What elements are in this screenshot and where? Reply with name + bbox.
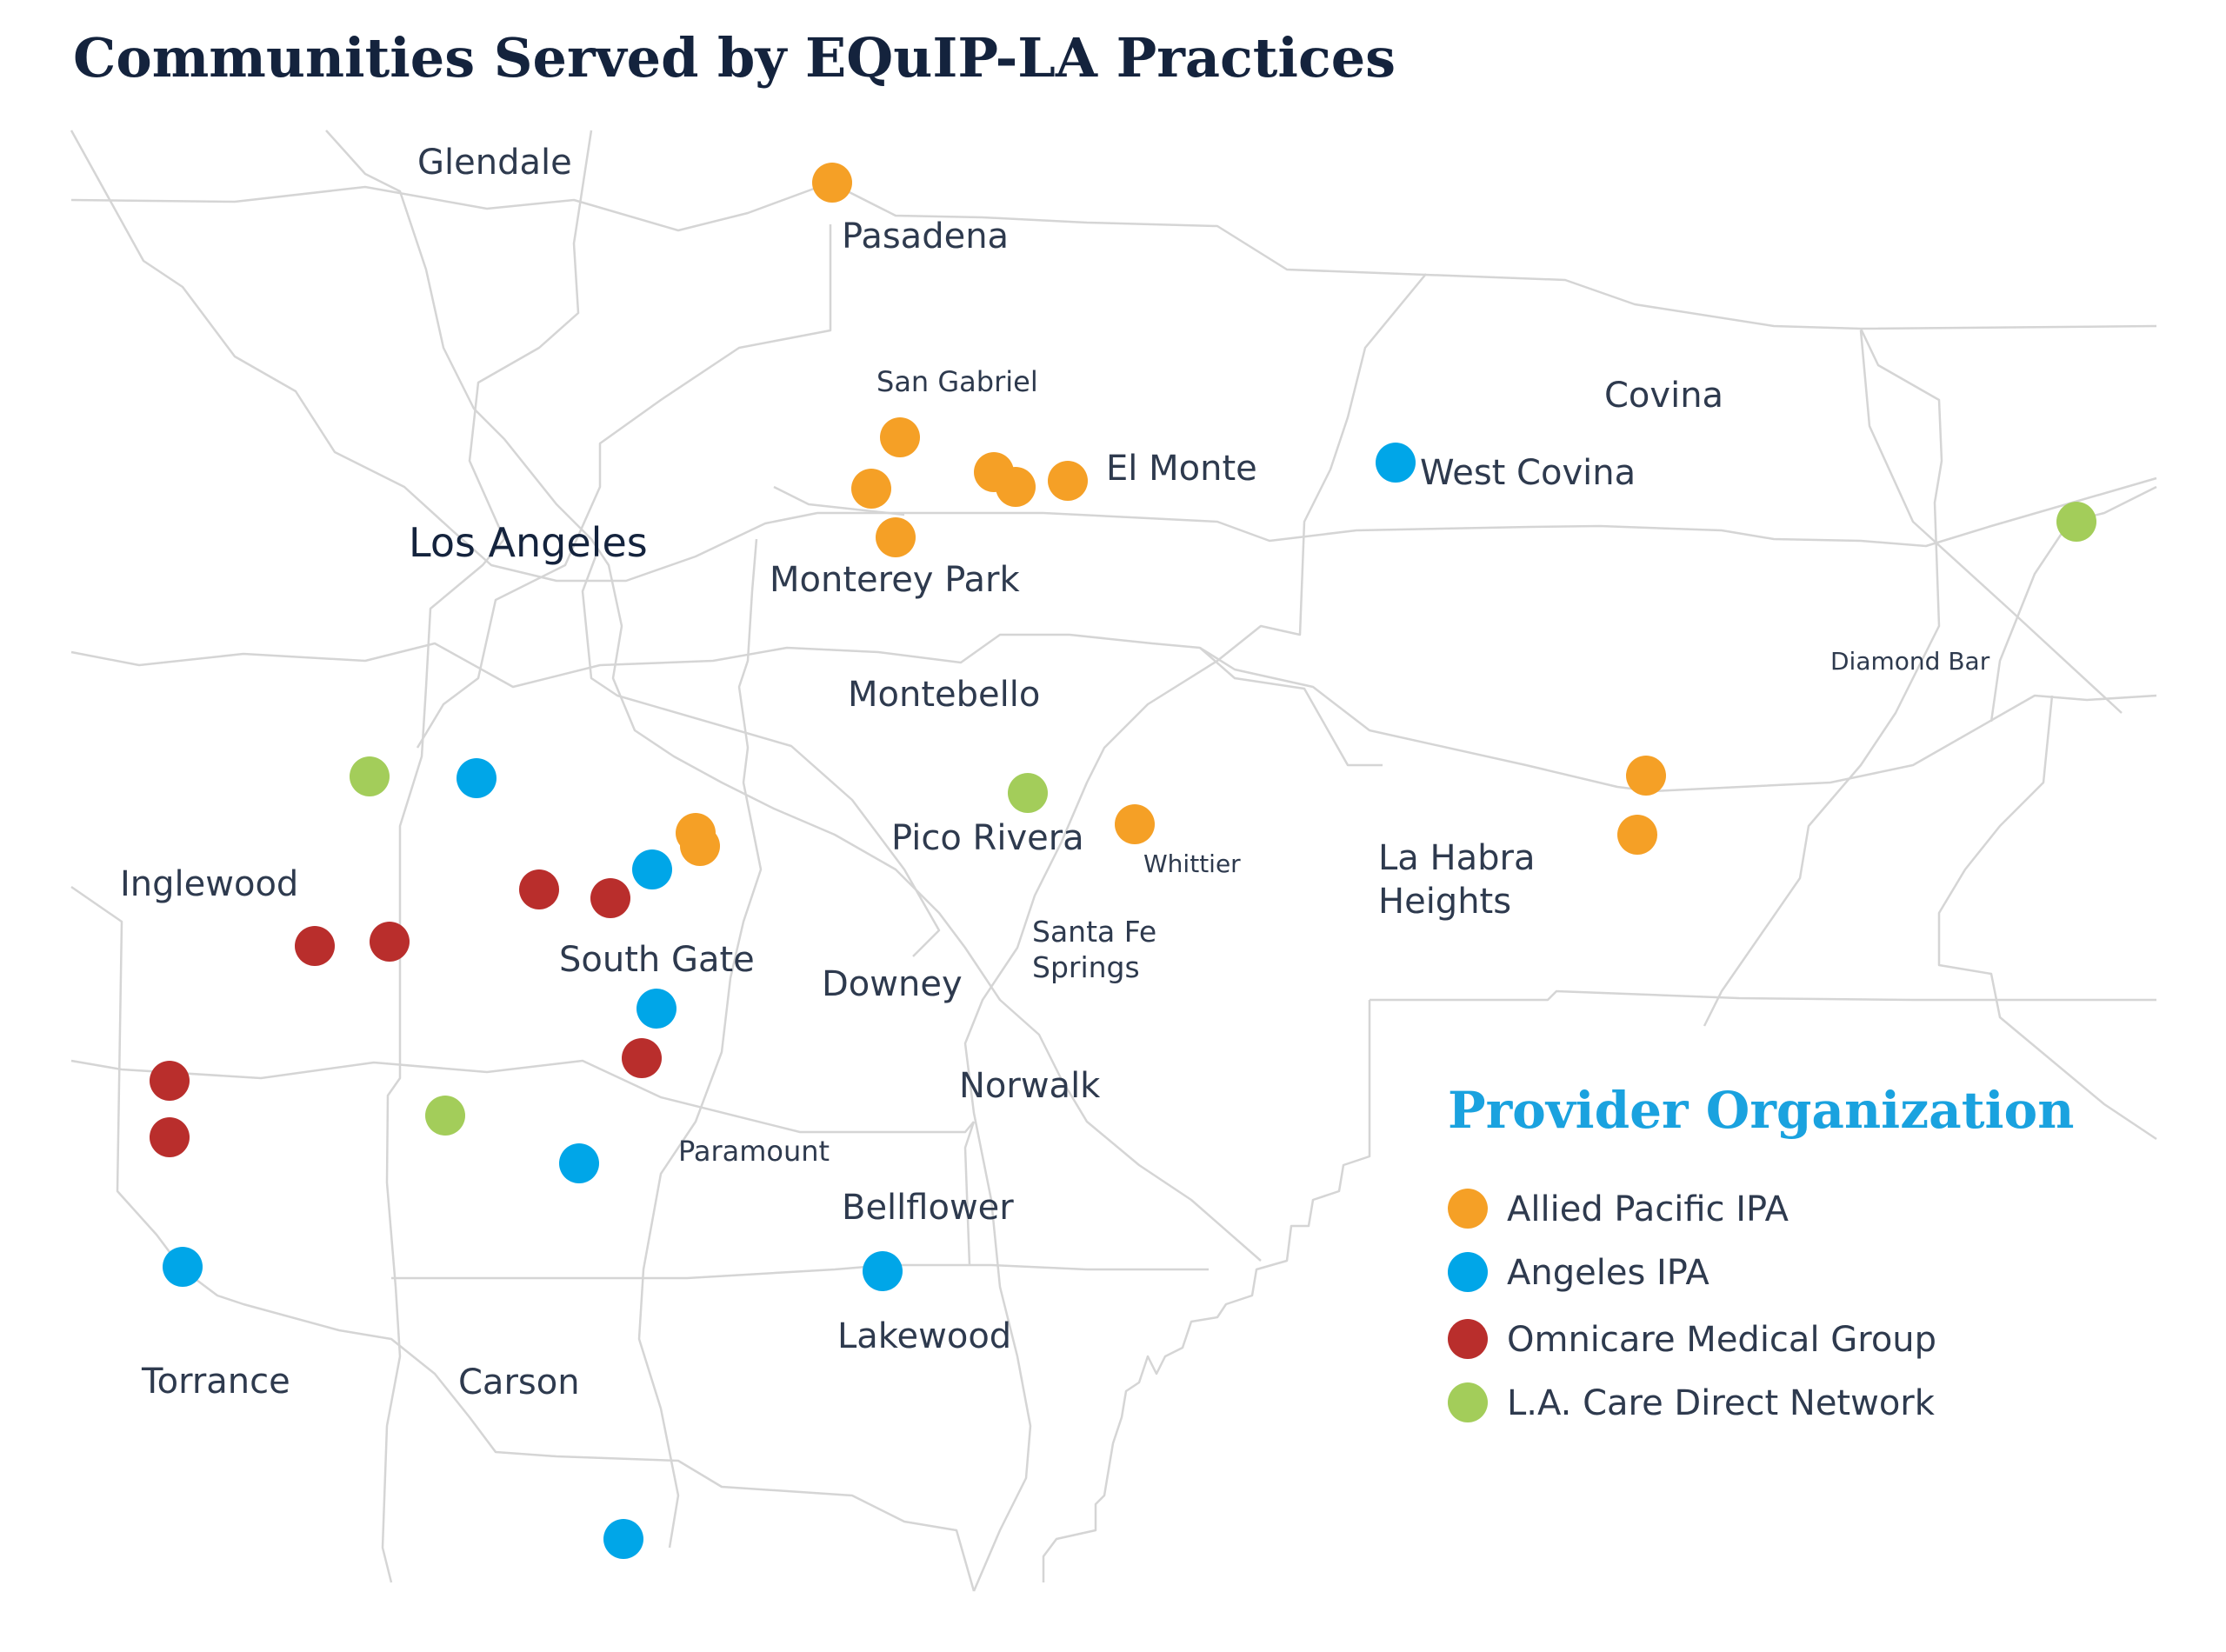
- practice-marker[interactable]: [150, 1117, 190, 1157]
- city-label-covina: Covina: [1604, 376, 1723, 416]
- legend-label: Allied Pacific IPA: [1507, 1189, 1789, 1229]
- practice-marker[interactable]: [636, 989, 676, 1029]
- city-label-bellflower: Bellflower: [842, 1188, 1014, 1228]
- practice-marker[interactable]: [1008, 773, 1048, 813]
- city-label-san-gabriel: San Gabriel: [876, 365, 1038, 398]
- city-label-pico-rivera: Pico Rivera: [891, 818, 1084, 858]
- city-labels: Glendale Pasadena San Gabriel El Monte C…: [120, 143, 1990, 1402]
- city-label-heights: Heights: [1378, 882, 1511, 922]
- legend: Provider Organization Allied Pacific IPA…: [1448, 1081, 2074, 1423]
- legend-swatch: [1448, 1189, 1488, 1229]
- practice-marker[interactable]: [457, 758, 497, 798]
- city-label-west-covina: West Covina: [1420, 453, 1636, 493]
- practice-marker[interactable]: [863, 1251, 903, 1291]
- practice-marker[interactable]: [1115, 804, 1155, 844]
- practice-marker[interactable]: [163, 1247, 203, 1287]
- legend-swatch: [1448, 1319, 1488, 1359]
- practice-marker[interactable]: [370, 922, 410, 962]
- city-label-pasadena: Pasadena: [842, 216, 1009, 256]
- practice-marker[interactable]: [425, 1096, 465, 1136]
- legend-label: L.A. Care Direct Network: [1507, 1383, 1936, 1423]
- city-label-south-gate: South Gate: [559, 940, 755, 980]
- practice-marker[interactable]: [350, 756, 390, 796]
- city-label-torrance: Torrance: [141, 1362, 290, 1402]
- city-label-springs: Springs: [1032, 950, 1140, 984]
- legend-item-allied-pacific-ipa[interactable]: Allied Pacific IPA: [1448, 1189, 1789, 1229]
- practice-marker[interactable]: [996, 467, 1036, 507]
- practice-marker[interactable]: [876, 517, 916, 557]
- city-label-la-habra: La Habra: [1378, 838, 1535, 878]
- city-label-montebello: Montebello: [848, 675, 1040, 715]
- city-label-el-monte: El Monte: [1106, 449, 1257, 489]
- practice-marker[interactable]: [590, 878, 630, 918]
- city-label-monterey-park: Monterey Park: [770, 560, 1020, 600]
- city-label-inglewood: Inglewood: [120, 864, 298, 904]
- legend-swatch: [1448, 1382, 1488, 1422]
- legend-item-omnicare-medical-group[interactable]: Omnicare Medical Group: [1448, 1319, 1936, 1360]
- legend-item-la-care-direct-network[interactable]: L.A. Care Direct Network: [1448, 1382, 1936, 1423]
- practice-marker[interactable]: [680, 826, 720, 866]
- city-label-santa-fe: Santa Fe: [1032, 915, 1156, 949]
- legend-swatch: [1448, 1252, 1488, 1292]
- practice-marker[interactable]: [622, 1038, 662, 1078]
- city-label-lakewood: Lakewood: [837, 1316, 1011, 1356]
- city-label-downey: Downey: [822, 964, 963, 1004]
- city-label-carson: Carson: [458, 1362, 580, 1402]
- legend-title: Provider Organization: [1448, 1081, 2074, 1140]
- practice-marker[interactable]: [1376, 443, 1416, 483]
- city-label-paramount: Paramount: [678, 1135, 830, 1168]
- legend-label: Angeles IPA: [1507, 1253, 1709, 1293]
- practice-marker[interactable]: [880, 417, 920, 457]
- practice-marker[interactable]: [1048, 461, 1088, 501]
- practice-marker[interactable]: [2056, 502, 2096, 542]
- legend-item-angeles-ipa[interactable]: Angeles IPA: [1448, 1252, 1709, 1293]
- city-label-norwalk: Norwalk: [959, 1066, 1101, 1106]
- city-label-diamond-bar: Diamond Bar: [1830, 647, 1990, 676]
- practice-marker[interactable]: [150, 1061, 190, 1101]
- practice-markers: [150, 163, 2096, 1559]
- city-label-los-angeles: Los Angeles: [409, 519, 648, 566]
- practice-marker[interactable]: [1626, 756, 1666, 796]
- legend-label: Omnicare Medical Group: [1507, 1320, 1936, 1360]
- practice-marker[interactable]: [603, 1519, 643, 1559]
- road-network: [70, 130, 2157, 1592]
- city-label-whittier: Whittier: [1143, 849, 1241, 878]
- practice-marker[interactable]: [559, 1143, 599, 1183]
- practice-marker[interactable]: [295, 926, 335, 966]
- city-label-glendale: Glendale: [417, 143, 572, 183]
- practice-marker[interactable]: [1617, 815, 1657, 855]
- practice-marker[interactable]: [812, 163, 852, 203]
- map-title: Communities Served by EQuIP-LA Practices: [73, 26, 1396, 90]
- practice-marker[interactable]: [851, 469, 891, 509]
- practice-marker[interactable]: [632, 849, 672, 889]
- practice-marker[interactable]: [519, 869, 559, 909]
